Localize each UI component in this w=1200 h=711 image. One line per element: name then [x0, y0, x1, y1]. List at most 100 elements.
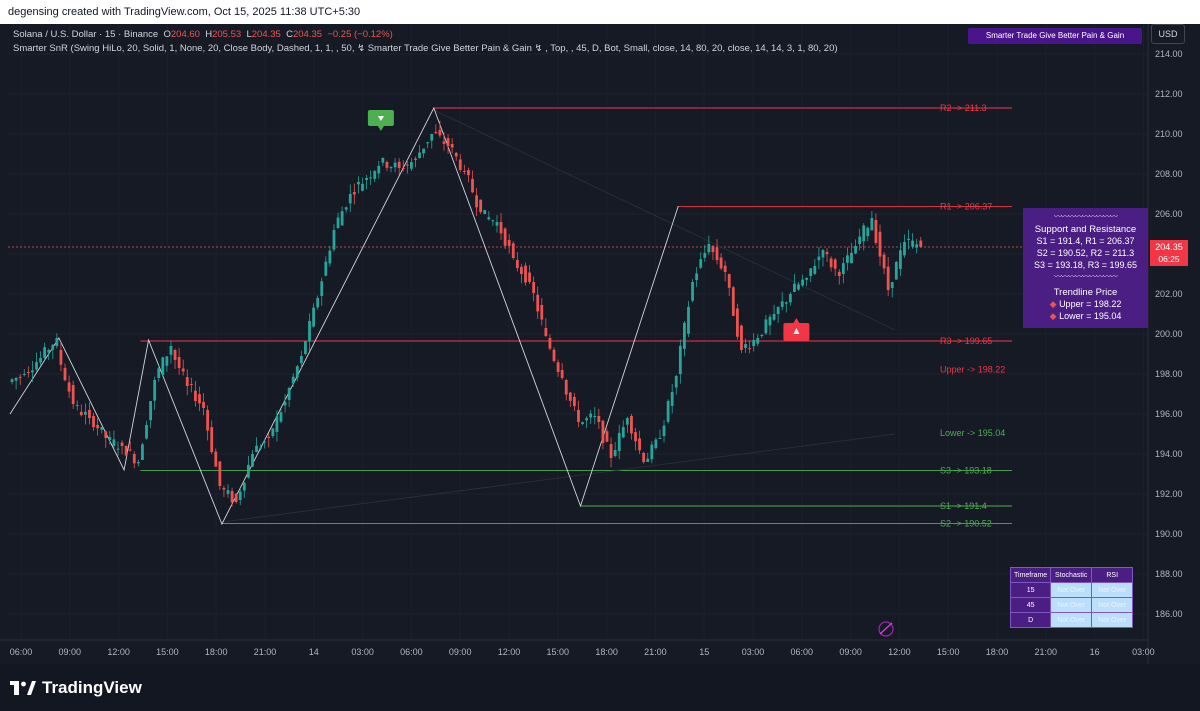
candle-body — [393, 162, 397, 168]
candle-body — [373, 171, 377, 179]
time-tick-label: 12:00 — [107, 647, 130, 657]
zigzag-line — [9, 106, 679, 526]
bullet-icon: ◆ — [1049, 299, 1057, 309]
candle-body — [291, 376, 295, 384]
candle-body — [788, 294, 792, 303]
candle-body — [907, 238, 910, 240]
candle-body — [67, 382, 71, 392]
close-value: 204.35 — [292, 29, 323, 40]
candle-body — [703, 252, 707, 258]
candle-body — [898, 250, 902, 269]
timeframe-table: Timeframe Stochastic RSI 15 Not Over Not… — [1009, 567, 1134, 628]
candle-body — [234, 493, 238, 502]
time-tick-label: 18:00 — [205, 647, 228, 657]
candle-body — [136, 462, 140, 464]
candle-body — [711, 246, 715, 253]
candle-body — [850, 252, 853, 264]
candle-body — [259, 447, 263, 449]
tradingview-logo[interactable]: TradingView — [10, 678, 142, 698]
candle-body — [348, 194, 352, 204]
candle-body — [104, 431, 108, 438]
candle-body — [47, 350, 51, 353]
candle-body — [699, 259, 703, 268]
time-tick-label: 21:00 — [254, 647, 277, 657]
level-label-r3: R3 -> 199.65 — [940, 336, 992, 346]
candle-body — [295, 366, 299, 378]
candle-body — [267, 436, 271, 438]
level-label-lower: Lower -> 195.04 — [940, 428, 1005, 438]
candle-body — [581, 422, 584, 424]
price-tick-label: 198.00 — [1155, 369, 1183, 379]
sr-line-2: S2 = 190.52, R2 = 211.3 — [1036, 248, 1135, 258]
candle-body — [903, 242, 906, 256]
candle-body — [752, 339, 756, 347]
candle-body — [418, 152, 421, 158]
candle-body — [255, 445, 258, 452]
candle-body — [878, 231, 882, 257]
credit-text: degensing created with TradingView.com, … — [8, 6, 361, 18]
sr-title: Support and Resistance — [1034, 224, 1137, 235]
candle-body — [866, 227, 870, 237]
candle-body — [520, 266, 523, 275]
candle-body — [242, 482, 246, 491]
time-axis[interactable]: 06:00 09:00 12:00 15:00 18:00 21:00 14 03:00 06:… — [0, 639, 1155, 657]
time-tick-label: 09:00 — [839, 647, 862, 657]
candle-body — [385, 162, 389, 168]
magic-wand-stroke — [879, 622, 893, 635]
price-chart[interactable]: R2 -> 211.3 R1 -> 206.37 R3 -> 199.65 Upper… — [0, 24, 1200, 664]
credit-bar: degensing created with TradingView.com, … — [0, 0, 1200, 24]
candle-body — [389, 167, 393, 169]
candle-body — [324, 261, 328, 276]
candle-body — [630, 416, 633, 434]
candle-body — [283, 402, 287, 406]
level-label-upper: Upper -> 198.22 — [940, 365, 1005, 375]
candle-body — [695, 273, 699, 280]
price-tick-label: 206.00 — [1155, 209, 1183, 219]
header-timeframe: Timeframe — [1009, 567, 1052, 583]
candle-body — [100, 427, 104, 430]
candle-body — [198, 394, 201, 404]
symbol-legend[interactable]: Solana / U.S. Dollar · 15 · Binance O204… — [13, 29, 393, 40]
indicator-legend[interactable]: Smarter SnR (Swing HiLo, 20, Solid, 1, N… — [13, 43, 838, 54]
open-label: O — [163, 29, 171, 40]
footer: TradingView — [0, 664, 1200, 711]
candle-body — [532, 282, 536, 294]
time-tick-label: 06:00 — [400, 647, 423, 657]
time-tick-label: 15:00 — [547, 647, 570, 657]
chart-area[interactable]: R2 -> 211.3 R1 -> 206.37 R3 -> 199.65 Upper… — [0, 24, 1200, 664]
candle-body — [515, 260, 519, 268]
time-tick-label: 15:00 — [937, 647, 960, 657]
candle-body — [654, 439, 658, 449]
candle-body — [336, 217, 340, 228]
candle-body — [528, 272, 531, 282]
marker-pointer — [377, 126, 384, 131]
candle-body — [299, 356, 303, 364]
candle-body — [499, 222, 503, 234]
candle-body — [340, 211, 344, 226]
currency-button[interactable]: USD — [1151, 24, 1185, 44]
candle-body — [287, 387, 291, 400]
header-stochastic: Stochastic — [1050, 567, 1093, 583]
candle-body — [430, 134, 434, 141]
candle-body — [442, 141, 446, 144]
candle-body — [674, 376, 678, 388]
wave-divider-2: 〰〰〰〰〰〰〰〰〰 — [1054, 272, 1118, 281]
candle-body — [805, 278, 809, 280]
candle-body — [858, 236, 862, 244]
candle-body — [890, 282, 894, 288]
candle-body — [841, 263, 845, 274]
trendline-title: Trendline Price — [1053, 287, 1118, 298]
candle-body — [870, 218, 874, 231]
candle-body — [332, 230, 336, 250]
price-tick-label: 186.00 — [1155, 609, 1183, 619]
candle-body — [128, 449, 132, 451]
candle-body — [797, 284, 800, 290]
time-tick-label: 09:00 — [449, 647, 472, 657]
candle-body — [670, 392, 674, 406]
candle-body — [544, 327, 548, 336]
candle-body — [120, 442, 124, 446]
candle-body — [279, 412, 283, 422]
candle-body — [784, 302, 788, 304]
candle-body — [454, 152, 458, 157]
candle-body — [801, 279, 804, 286]
